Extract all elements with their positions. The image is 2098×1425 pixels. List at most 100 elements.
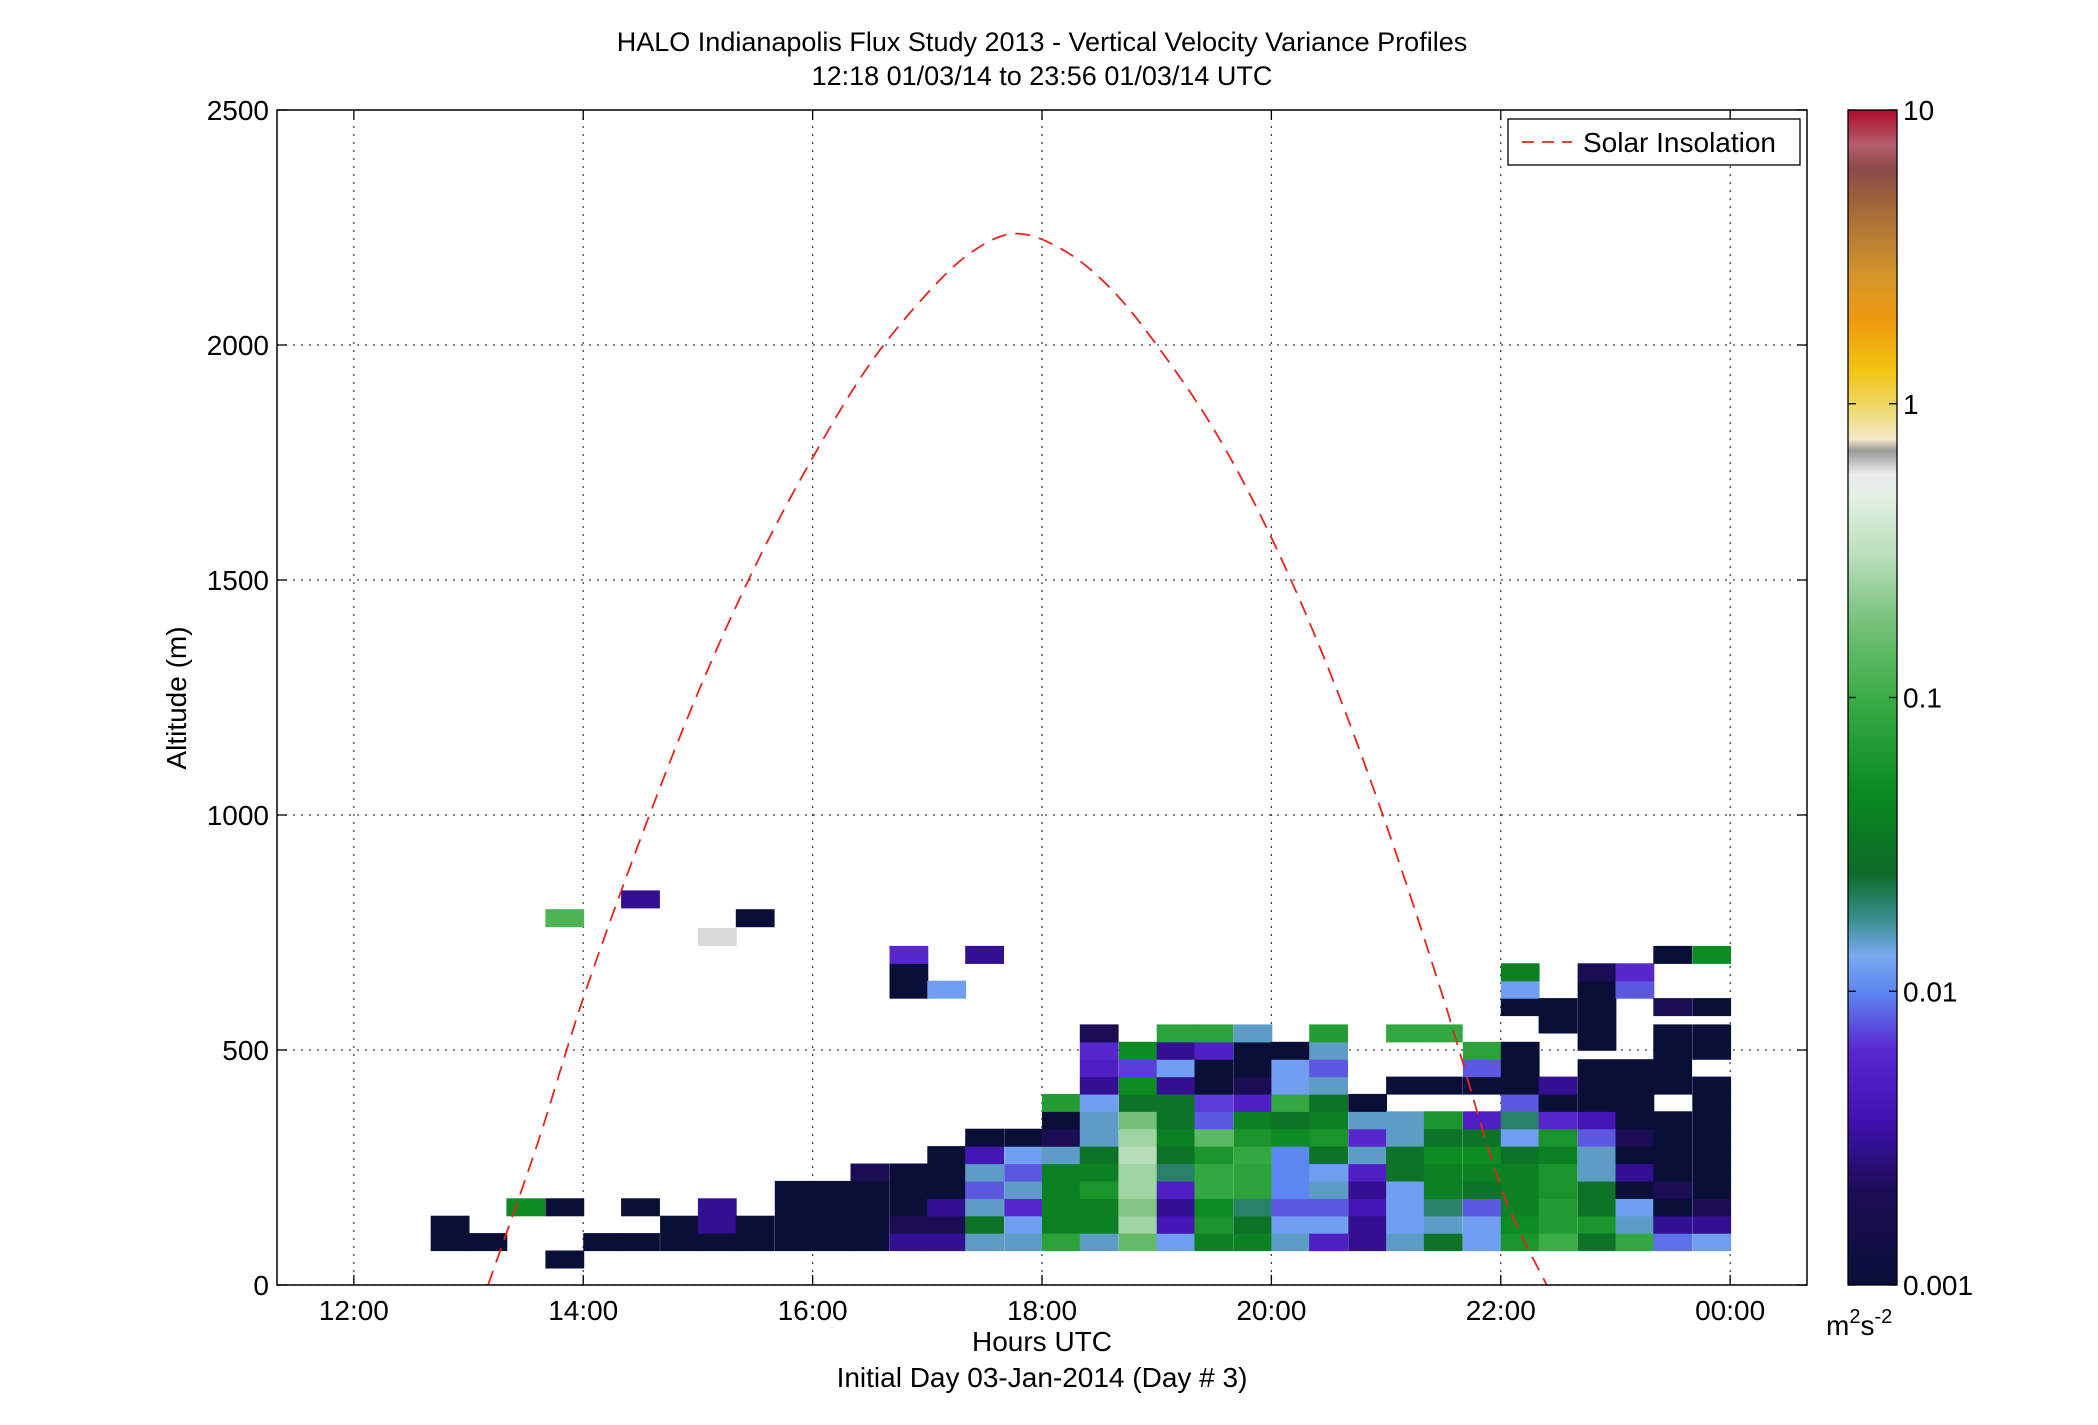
heatmap-cell: [1538, 1093, 1578, 1112]
heatmap-cell: [1423, 1111, 1463, 1130]
heatmap-cell: [1615, 1198, 1655, 1217]
heatmap-cell: [1386, 1215, 1425, 1234]
y-tick-label: 0: [253, 1270, 269, 1301]
heatmap-cell: [774, 1198, 814, 1217]
heatmap-cell: [1538, 1076, 1578, 1095]
heatmap-cell: [1615, 1233, 1655, 1252]
heatmap-cell: [1079, 1163, 1119, 1182]
heatmap-cell: [697, 1198, 737, 1217]
heatmap-cell: [1653, 1024, 1693, 1043]
heatmap-cell: [1309, 1180, 1348, 1199]
heatmap-cell: [1233, 1215, 1273, 1234]
heatmap-cell: [1577, 1111, 1617, 1130]
heatmap-cell: [1500, 1198, 1540, 1217]
heatmap-cell: [812, 1198, 852, 1217]
colorbar-tick-label: 0.1: [1903, 683, 1942, 714]
heatmap-cell: [1653, 1146, 1693, 1165]
heatmap-cell: [1194, 1041, 1234, 1060]
heatmap-cell: [1423, 1233, 1463, 1252]
heatmap-cell: [1309, 1024, 1348, 1043]
heatmap-cell: [1271, 1215, 1311, 1234]
heatmap-cell: [850, 1180, 890, 1199]
heatmap-cell: [1386, 1024, 1425, 1043]
heatmap-cell: [1309, 1215, 1348, 1234]
heatmap-cell: [1577, 1215, 1617, 1234]
heatmap-cell: [1615, 1215, 1655, 1234]
heatmap-cell: [1079, 1198, 1119, 1217]
heatmap-cell: [927, 1198, 967, 1217]
colorbar-tick-label: 0.01: [1903, 976, 1958, 1007]
heatmap-cell: [1692, 1146, 1732, 1165]
heatmap-cell: [1118, 1111, 1158, 1130]
heatmap-cell: [1462, 1111, 1502, 1130]
heatmap-cell: [1500, 1146, 1540, 1165]
heatmap-cell: [1118, 1041, 1158, 1060]
heatmap-cell: [1577, 1032, 1617, 1051]
heatmap-cell: [1615, 980, 1655, 999]
heatmap-cell: [697, 1233, 737, 1252]
heatmap-cell: [1079, 1076, 1119, 1095]
heatmap-cell: [1194, 1215, 1234, 1234]
heatmap-cell: [660, 1233, 699, 1252]
heatmap-cells: [430, 890, 1732, 1269]
heatmap-cell: [1118, 1076, 1158, 1095]
heatmap-cell: [1577, 1076, 1617, 1095]
heatmap-cell: [1348, 1180, 1387, 1199]
heatmap-cell: [965, 1163, 1004, 1182]
heatmap-cell: [1577, 1015, 1617, 1034]
heatmap-cell: [430, 1215, 470, 1234]
y-tick-label: 500: [222, 1035, 269, 1066]
x-tick-label: 14:00: [548, 1295, 618, 1326]
heatmap-cell: [774, 1233, 814, 1252]
heatmap-cell: [1653, 945, 1693, 964]
heatmap-cell: [1692, 1163, 1732, 1182]
heatmap-cell: [1462, 1233, 1502, 1252]
x-tick-label: 16:00: [778, 1295, 848, 1326]
heatmap-cell: [1156, 1163, 1196, 1182]
heatmap-cell: [1118, 1215, 1158, 1234]
heatmap-cell: [1386, 1111, 1425, 1130]
heatmap-cell: [1538, 1015, 1578, 1034]
heatmap-cell: [1423, 1198, 1463, 1217]
heatmap-cell: [1653, 1198, 1693, 1217]
heatmap-cell: [1692, 1198, 1732, 1217]
heatmap-cell: [1118, 1059, 1158, 1078]
heatmap-cell: [1042, 1163, 1081, 1182]
heatmap-cell: [927, 1233, 967, 1252]
heatmap-cell: [1194, 1233, 1234, 1252]
heatmap-cell: [1538, 1233, 1578, 1252]
heatmap-cell: [1004, 1215, 1043, 1234]
heatmap-cell: [1079, 1233, 1119, 1252]
heatmap-cell: [1653, 1076, 1693, 1095]
heatmap-cell: [1079, 1146, 1119, 1165]
heatmap-cell: [1386, 1076, 1425, 1095]
heatmap-cell: [1271, 1180, 1311, 1199]
legend-box: [1507, 118, 1801, 166]
heatmap-cell: [1233, 1163, 1273, 1182]
heatmap-cell: [1271, 1198, 1311, 1217]
colorbar-tick-label: 0.001: [1903, 1270, 1973, 1301]
legend-entry: Solar Insolation: [1583, 127, 1776, 158]
heatmap-cell: [1653, 1128, 1693, 1147]
heatmap-cell: [1156, 1215, 1196, 1234]
heatmap-cell: [965, 1215, 1004, 1234]
heatmap-cell: [1309, 1041, 1348, 1060]
heatmap-cell: [1500, 1180, 1540, 1199]
heatmap-cell: [1004, 1180, 1043, 1199]
heatmap-cell: [1615, 1180, 1655, 1199]
heatmap-cell: [1500, 1041, 1540, 1060]
heatmap-cell: [1462, 1076, 1502, 1095]
heatmap-cell: [1156, 1198, 1196, 1217]
heatmap-cell: [1462, 1059, 1502, 1078]
heatmap-cell: [545, 1198, 585, 1217]
heatmap-cell: [965, 1180, 1004, 1199]
heatmap-cell: [1653, 1041, 1693, 1060]
heatmap-cell: [1423, 1180, 1463, 1199]
heatmap-cell: [1156, 1146, 1196, 1165]
heatmap-cell: [1309, 1059, 1348, 1078]
colorbar-gradient: [1848, 110, 1897, 1285]
heatmap-cell: [1271, 1233, 1311, 1252]
heatmap-cell: [1692, 945, 1732, 964]
heatmap-cell: [1653, 1180, 1693, 1199]
heatmap-cell: [1309, 1146, 1348, 1165]
